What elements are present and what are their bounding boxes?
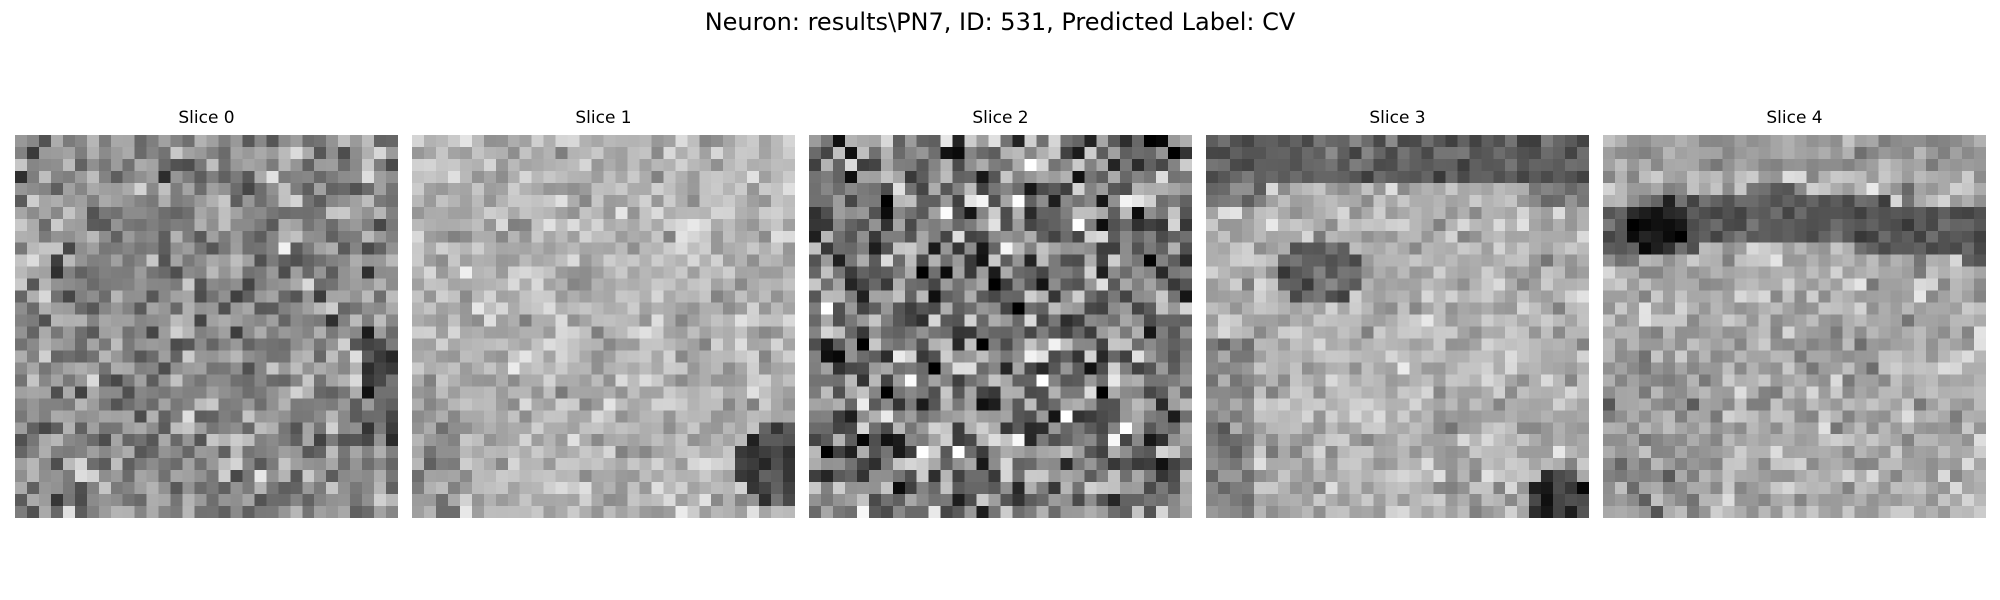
slice-panel-3: Slice 3	[1206, 107, 1589, 518]
slice-panel-1: Slice 1	[412, 107, 795, 518]
slice-panel-4: Slice 4	[1603, 107, 1986, 518]
slice-image-0	[15, 135, 398, 518]
slice-title: Slice 3	[1369, 108, 1426, 128]
slice-title: Slice 2	[972, 108, 1029, 128]
slice-image-1	[412, 135, 795, 518]
slice-title: Slice 0	[178, 108, 235, 128]
slice-image-3	[1206, 135, 1589, 518]
slice-image-2	[809, 135, 1192, 518]
slice-panel-0: Slice 0	[15, 107, 398, 518]
figure-title: Neuron: results\PN7, ID: 531, Predicted …	[704, 8, 1296, 36]
slice-image-4	[1603, 135, 1986, 518]
slice-panel-2: Slice 2	[809, 107, 1192, 518]
slice-title: Slice 1	[575, 108, 632, 128]
slice-title: Slice 4	[1766, 108, 1823, 128]
